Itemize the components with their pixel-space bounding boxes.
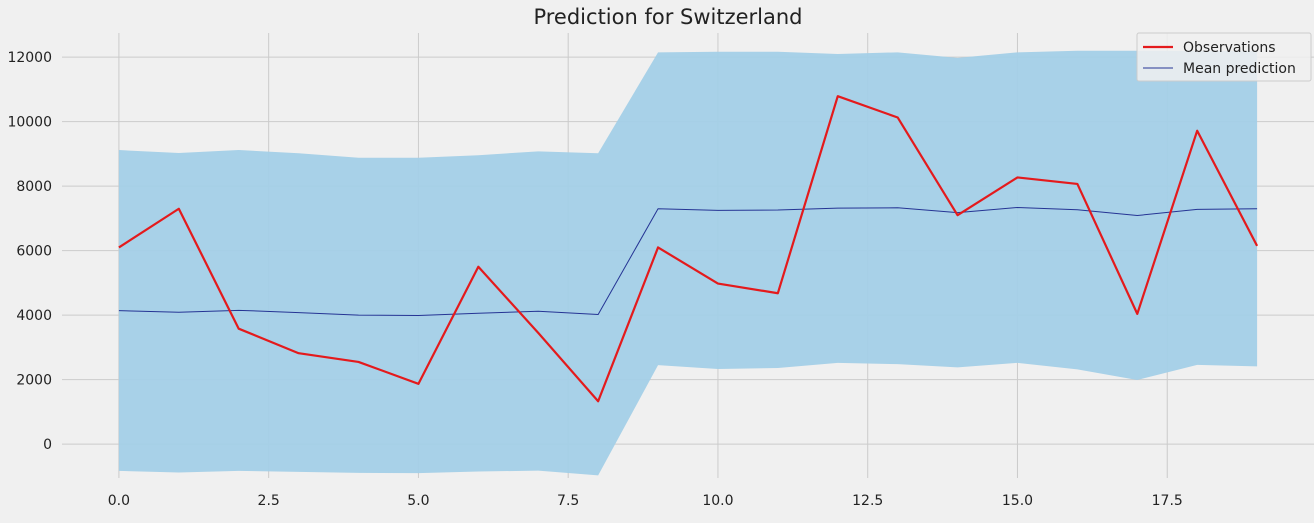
series-lines [118,95,1259,403]
legend: Observations Mean prediction [1136,32,1312,82]
y-tick-label: 8000 [16,179,52,195]
x-tick-label: 15.0 [1002,493,1033,509]
x-axis-ticks: 0.0 2.5 5.0 7.5 10.0 12.5 15.0 17.5 [108,493,1183,509]
x-tick-label: 0.0 [108,493,130,509]
x-tick-label: 7.5 [557,493,579,509]
y-tick-label: 0 [43,437,52,453]
y-tick-label: 10000 [7,115,52,131]
x-tick-label: 12.5 [852,493,883,509]
legend-mean-prediction-label: Mean prediction [1183,61,1296,77]
x-tick-label: 10.0 [702,493,733,509]
x-tick-label: 2.5 [258,493,280,509]
legend-observations-label: Observations [1183,40,1276,56]
prediction-band [118,50,1258,476]
chart-title: Prediction for Switzerland [533,5,802,29]
y-axis-ticks: 0 2000 4000 6000 8000 10000 12000 [7,50,52,453]
x-tick-label: 5.0 [407,493,429,509]
x-tick-label: 17.5 [1152,493,1183,509]
y-tick-label: 12000 [7,50,52,66]
mean-prediction-line [118,206,1258,316]
y-tick-label: 2000 [16,373,52,389]
prediction-interval-area [118,50,1258,476]
observations-line [118,95,1259,403]
y-tick-label: 4000 [16,308,52,324]
legend-frame [1136,32,1312,82]
y-tick-label: 6000 [16,244,52,260]
